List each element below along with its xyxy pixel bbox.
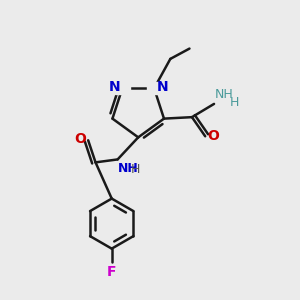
Text: NH: NH: [118, 162, 139, 175]
Text: H: H: [230, 96, 240, 109]
Text: N: N: [109, 80, 121, 94]
Bar: [147, 82, 161, 94]
Text: O: O: [208, 129, 219, 143]
Bar: [115, 82, 130, 94]
Text: NH: NH: [215, 88, 234, 101]
Text: O: O: [74, 132, 86, 146]
Text: H: H: [130, 163, 140, 176]
Text: F: F: [107, 266, 116, 279]
Text: N: N: [157, 80, 168, 94]
